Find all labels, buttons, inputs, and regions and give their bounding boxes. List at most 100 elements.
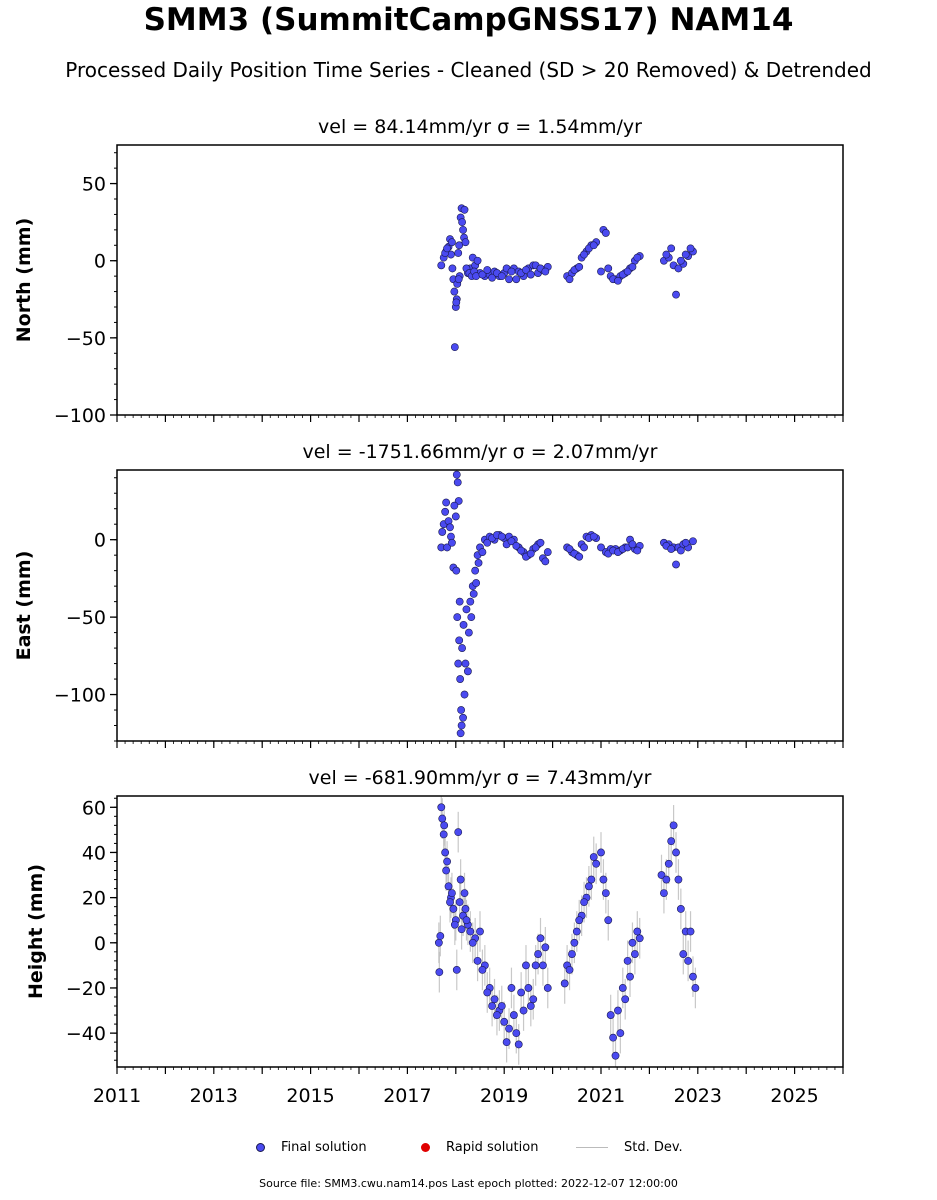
data-point: [597, 543, 605, 552]
data-point: [455, 597, 464, 606]
x-tick-label: 2017: [383, 1085, 431, 1107]
legend-label-final: Final solution: [281, 1139, 367, 1155]
data-point: [686, 244, 695, 253]
data-point: [455, 898, 464, 907]
data-point: [662, 250, 671, 259]
data-point: [468, 938, 477, 947]
plot-area: [434, 796, 700, 1067]
y-tick-label: −100: [54, 405, 106, 427]
panel-2: vel = -1751.66mm/yr σ = 2.07mm/yr East (m…: [13, 441, 844, 748]
data-point: [454, 275, 463, 284]
legend-item-final: Final solution: [256, 1138, 367, 1156]
y-tick-label: −40: [66, 1023, 106, 1045]
data-point: [686, 927, 695, 936]
data-point: [444, 882, 453, 891]
data-point: [589, 532, 598, 541]
data-point: [457, 925, 466, 934]
plot-area: [437, 204, 697, 352]
y-tick-label: 50: [82, 174, 106, 196]
data-point: [478, 965, 487, 974]
data-point: [459, 620, 468, 629]
data-point: [684, 956, 693, 965]
data-point: [437, 261, 446, 270]
data-point: [570, 938, 579, 947]
data-point: [437, 803, 446, 812]
data-point: [529, 995, 538, 1004]
data-point: [483, 538, 492, 547]
data-point: [599, 875, 608, 884]
data-point: [621, 995, 630, 1004]
data-point: [460, 690, 469, 699]
panel-title: vel = -1751.66mm/yr σ = 2.07mm/yr: [303, 441, 658, 463]
final-solution-marker-icon: [256, 1142, 265, 1152]
data-point: [473, 256, 482, 265]
data-point: [662, 875, 671, 884]
data-point: [543, 548, 552, 556]
data-point: [490, 995, 499, 1004]
data-point: [676, 905, 685, 913]
data-point: [618, 984, 627, 992]
y-tick-label: 0: [94, 251, 106, 273]
data-point: [606, 1011, 615, 1019]
data-point: [469, 589, 478, 598]
data-point: [488, 1002, 496, 1010]
panel-3: vel = -681.90mm/yr σ = 7.43mm/yr Height (…: [25, 767, 844, 1107]
data-point: [457, 721, 466, 730]
data-point: [466, 597, 475, 606]
data-point: [669, 821, 678, 830]
data-point: [560, 979, 569, 988]
data-point: [454, 659, 463, 668]
y-tick-label: −50: [66, 328, 106, 350]
data-point: [450, 343, 459, 352]
data-point: [524, 984, 533, 992]
data-point: [449, 905, 458, 913]
plot-frame: [116, 469, 844, 742]
std-dev-line-icon: [576, 1146, 608, 1148]
data-point: [512, 541, 521, 550]
data-point: [526, 270, 535, 279]
data-point: [580, 250, 588, 259]
data-point: [448, 264, 457, 273]
data-point: [519, 1006, 528, 1015]
y-tick-label: 0: [94, 933, 106, 955]
data-point: [474, 559, 483, 567]
data-point: [460, 889, 469, 898]
data-point: [580, 898, 588, 907]
data-point: [459, 225, 467, 234]
data-point: [541, 267, 550, 276]
data-point: [628, 540, 637, 549]
data-point: [676, 256, 685, 265]
data-point: [635, 934, 644, 943]
data-point: [630, 950, 639, 958]
data-point: [507, 984, 516, 992]
figure-subtitle: Processed Daily Position Time Series - C…: [65, 58, 872, 82]
data-point: [601, 229, 610, 237]
panel-1: vel = 84.14mm/yr σ = 1.54mm/yr North (mm)…: [13, 116, 844, 427]
data-point: [458, 644, 466, 652]
data-point: [585, 882, 593, 891]
data-point: [676, 546, 685, 555]
data-point: [450, 287, 459, 296]
data-point: [514, 1040, 523, 1049]
data-point: [628, 262, 637, 271]
data-point: [443, 543, 451, 552]
rapid-solution-marker-icon: [421, 1142, 430, 1152]
data-point: [611, 1051, 620, 1060]
legend-item-std: Std. Dev.: [576, 1138, 683, 1156]
y-tick-label: 40: [82, 842, 106, 864]
source-note: Source file: SMM3.cwu.nam14.pos Last epo…: [259, 1177, 678, 1190]
data-point: [452, 470, 461, 479]
data-point: [505, 1024, 513, 1033]
data-point: [565, 275, 574, 284]
data-point: [456, 875, 465, 884]
data-point: [572, 927, 581, 936]
data-point: [626, 972, 634, 981]
data-point: [565, 965, 574, 974]
data-point: [452, 298, 461, 307]
data-point: [452, 566, 461, 575]
data-point: [440, 821, 449, 830]
data-point: [522, 961, 530, 970]
data-point: [467, 613, 476, 622]
data-point: [592, 859, 601, 868]
data-point: [539, 961, 547, 970]
